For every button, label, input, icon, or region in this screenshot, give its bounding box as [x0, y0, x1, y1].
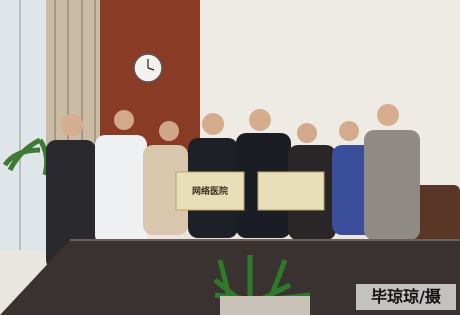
person-head [202, 113, 224, 135]
person [364, 130, 420, 240]
person-head [114, 110, 134, 130]
person [95, 135, 147, 245]
person-head [377, 104, 399, 126]
person-head [159, 121, 179, 141]
plaque-title: 网络医院 [192, 185, 228, 197]
person-head [61, 114, 83, 136]
planter [220, 296, 310, 315]
window [0, 0, 50, 250]
plaque [258, 172, 324, 210]
person-head [249, 109, 271, 131]
caption: 毕琼琼/摄 [371, 287, 442, 306]
person-head [339, 121, 359, 141]
person-head [297, 123, 317, 143]
photo: 网络医院 毕琼琼/摄 [0, 0, 460, 315]
